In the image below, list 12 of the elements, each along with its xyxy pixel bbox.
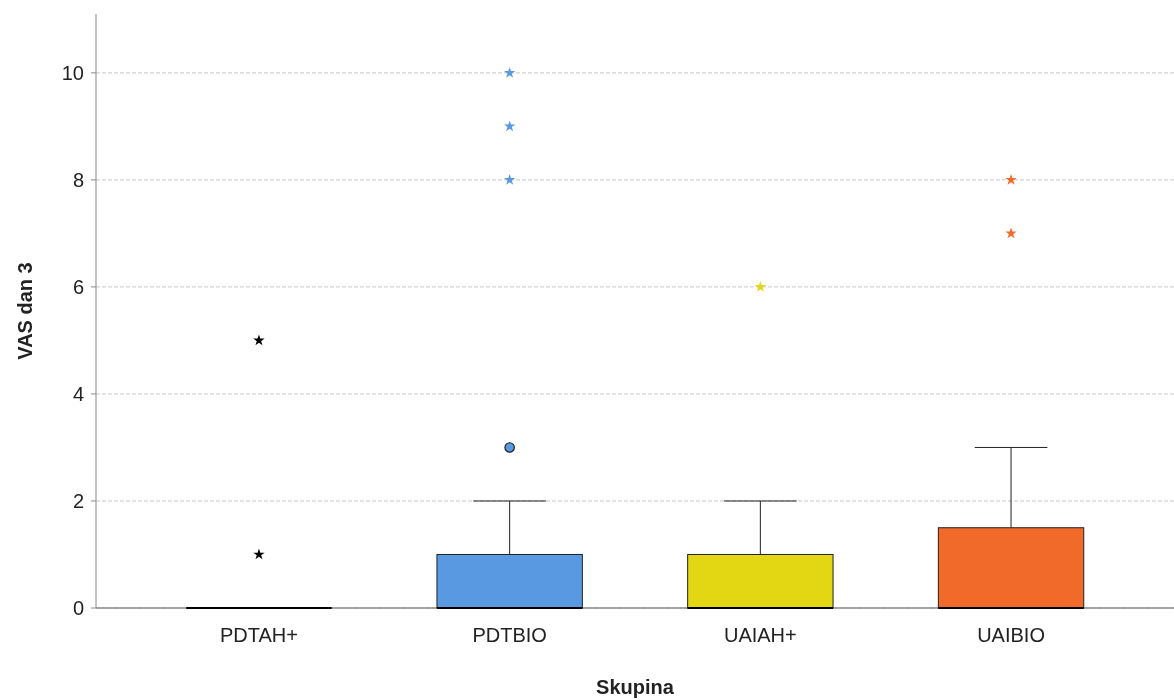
x-tick-label: PDTAH+ [219,624,298,646]
x-axis-title: Skupina [596,676,675,698]
x-tick-label: UAIAH+ [723,624,797,646]
y-axis-title: VAS dan 3 [14,262,36,360]
y-tick-label: 2 [72,489,84,512]
y-tick-label: 8 [72,168,84,191]
y-tick-label: 6 [72,275,84,298]
x-tick-label: PDTBIO [472,624,547,646]
x-tick-label: UAIBIO [977,624,1045,646]
y-tick-label: 10 [61,61,84,84]
y-tick-label: 0 [72,597,84,619]
y-tick-label: 4 [72,382,84,405]
